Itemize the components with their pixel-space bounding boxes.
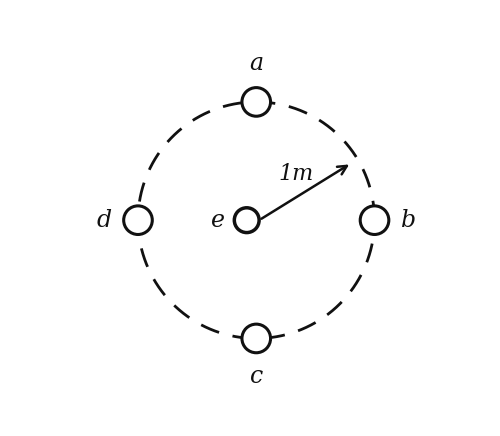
Text: d: d [96,209,112,232]
Text: c: c [250,365,263,388]
Circle shape [360,206,389,235]
Circle shape [242,88,270,116]
Circle shape [124,206,152,235]
Text: e: e [211,209,225,232]
Text: a: a [249,52,264,75]
Circle shape [234,208,259,232]
Circle shape [242,324,270,353]
Text: 1m: 1m [278,163,314,185]
Text: b: b [401,209,416,232]
